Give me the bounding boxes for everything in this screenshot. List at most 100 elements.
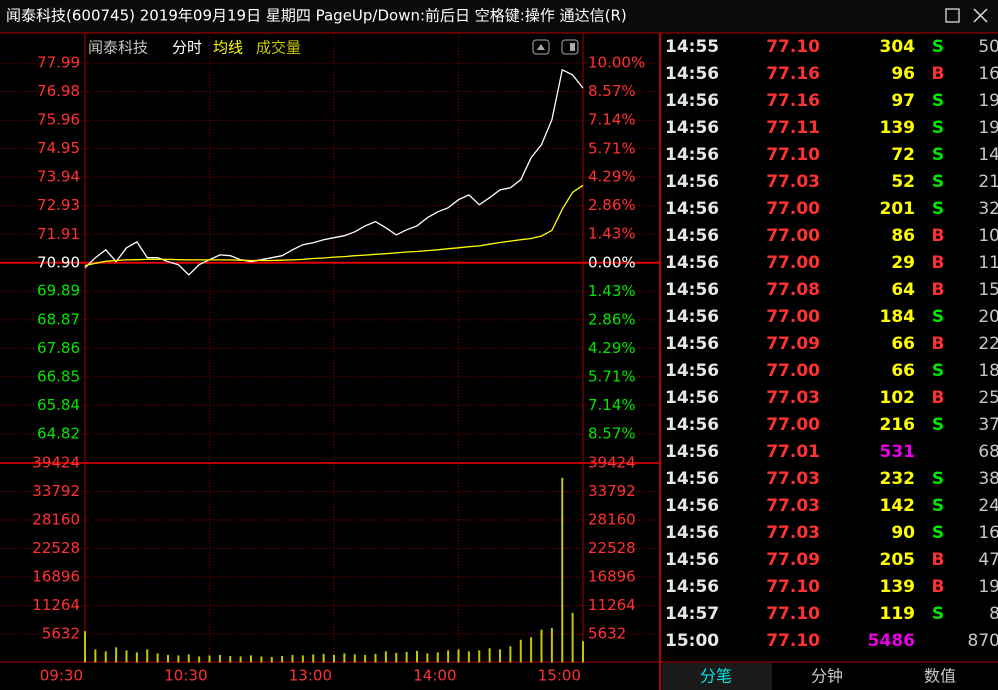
tab[interactable]: 分钟 [811, 667, 843, 686]
trade-volume: 304 [880, 37, 916, 57]
y-tick-label: 5632 [42, 625, 80, 643]
stock-name: 闻泰科技 [88, 39, 148, 57]
trade-price: 77.03 [766, 388, 820, 408]
volume-bar [239, 656, 242, 663]
x-tick-label: 15:00 [538, 667, 581, 685]
y-tick-label: 11264 [32, 596, 80, 614]
y-tick-label: 22528 [32, 539, 80, 557]
trade-time: 14:56 [665, 172, 719, 192]
volume-title: 成交量 [256, 39, 301, 57]
y-tick-label: 16896 [32, 568, 80, 586]
y2-tick-label: 4.29% [588, 168, 636, 186]
trade-side: S [932, 523, 944, 543]
trade-side: B [932, 280, 945, 300]
trade-time: 14:56 [665, 307, 719, 327]
y-tick-label: 68.87 [37, 310, 80, 328]
trade-count: 32 [978, 199, 998, 219]
volume-bar [416, 650, 418, 663]
volume-bar [218, 654, 221, 663]
trade-price: 77.03 [766, 496, 820, 516]
trade-count: 870 [968, 631, 998, 651]
trade-volume: 232 [880, 469, 916, 489]
volume-bar [488, 648, 491, 663]
volume-bar [208, 655, 211, 663]
trade-time: 14:56 [665, 91, 719, 111]
window-title: 闻泰科技(600745) 2019年09月19日 星期四 PageUp/Down… [6, 7, 627, 25]
volume-bar [187, 654, 190, 663]
y-tick-label: 77.99 [37, 54, 80, 72]
trade-time: 14:56 [665, 280, 719, 300]
volume-bar [115, 647, 118, 663]
tab[interactable]: 数值 [924, 667, 956, 686]
y2-tick-label: 8.57% [588, 82, 636, 100]
trade-price: 77.00 [766, 253, 820, 273]
y-tick-label: 39424 [32, 454, 80, 472]
volume-bar [467, 651, 470, 663]
trade-time: 14:56 [665, 118, 719, 138]
trade-price: 77.16 [766, 91, 820, 111]
trade-side: S [932, 91, 944, 111]
trade-price: 77.03 [766, 172, 820, 192]
volume-bar [322, 653, 325, 663]
volume-bar [94, 649, 97, 663]
close-button[interactable] [973, 8, 988, 23]
active-tab-bg [662, 663, 772, 690]
trade-time: 15:00 [665, 631, 719, 651]
y2-tick-label: 22528 [588, 539, 636, 557]
trade-time: 14:56 [665, 64, 719, 84]
volume-bar [519, 639, 522, 663]
tab[interactable]: 分笔 [700, 667, 732, 686]
y2-tick-label: 0.00% [588, 253, 636, 271]
trade-price: 77.03 [766, 469, 820, 489]
trade-time: 14:55 [665, 37, 719, 57]
trade-side: S [932, 415, 944, 435]
y2-tick-label: 10.00% [588, 54, 645, 72]
trade-price: 77.10 [766, 604, 820, 624]
trade-volume: 72 [891, 145, 915, 165]
trade-count: 19 [978, 91, 998, 111]
y-tick-label: 76.98 [37, 82, 80, 100]
trade-volume: 66 [891, 334, 915, 354]
average-line [84, 184, 584, 267]
volume-bar [499, 649, 501, 663]
trade-price: 77.03 [766, 523, 820, 543]
trade-time: 14:56 [665, 523, 719, 543]
trade-side: S [932, 118, 944, 138]
y-tick-label: 66.85 [37, 367, 80, 385]
trade-price: 77.00 [766, 361, 820, 381]
y2-tick-label: 7.14% [588, 396, 636, 414]
icon-glyph [570, 43, 575, 51]
maximize-button[interactable] [945, 8, 960, 23]
trade-volume: 96 [891, 64, 915, 84]
trade-price: 77.11 [766, 118, 820, 138]
y2-tick-label: 28160 [588, 511, 636, 529]
y2-tick-label: 11264 [588, 596, 636, 614]
trade-volume: 5486 [868, 631, 915, 651]
volume-bar [509, 646, 512, 663]
y2-tick-label: 5.71% [588, 367, 636, 385]
trade-price: 77.10 [766, 631, 820, 651]
trade-time: 14:56 [665, 226, 719, 246]
trade-price: 77.09 [766, 550, 820, 570]
volume-bar [374, 653, 377, 663]
volume-bar [146, 649, 149, 663]
trade-side: S [932, 199, 944, 219]
trade-time: 14:56 [665, 469, 719, 489]
icon-button[interactable] [532, 39, 550, 55]
trade-volume: 216 [880, 415, 916, 435]
trade-count: 21 [978, 172, 998, 192]
y-tick-label: 33792 [32, 482, 80, 500]
trade-count: 22 [978, 334, 998, 354]
trade-count: 8 [989, 604, 998, 624]
icon-button[interactable] [561, 39, 579, 55]
y-tick-label: 28160 [32, 511, 80, 529]
volume-bar [447, 650, 450, 663]
trade-time: 14:56 [665, 496, 719, 516]
y-tick-label: 70.90 [37, 253, 80, 271]
y-tick-label: 72.93 [37, 196, 80, 214]
trade-time: 14:56 [665, 577, 719, 597]
volume-bar [84, 631, 86, 663]
volume-bar [478, 650, 481, 663]
trade-volume: 139 [880, 577, 916, 597]
trade-time: 14:56 [665, 361, 719, 381]
